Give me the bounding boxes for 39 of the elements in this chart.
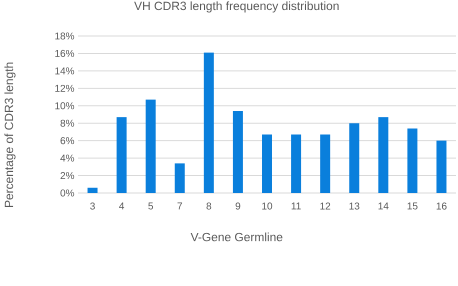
x-tick-label: 9 xyxy=(236,202,240,210)
bar xyxy=(320,134,330,193)
bar xyxy=(349,123,360,193)
bar xyxy=(174,163,185,193)
y-tick-label: 0% xyxy=(60,189,74,197)
x-tick-label: 11 xyxy=(292,202,301,210)
bar xyxy=(204,52,214,193)
x-tick-label: 15 xyxy=(408,202,418,210)
x-tick-label: 8 xyxy=(206,202,212,210)
y-tick-label: 8% xyxy=(60,120,74,127)
y-tick-label: 10% xyxy=(55,102,74,110)
bar xyxy=(378,117,388,193)
bar xyxy=(436,140,446,193)
y-tick-label: 2% xyxy=(60,172,74,180)
bar xyxy=(232,111,243,193)
x-tick-label: 4 xyxy=(119,202,124,210)
x-axis-title: V-Gene Germline xyxy=(190,232,282,242)
x-tick-label: 16 xyxy=(436,202,447,210)
y-tick-label: 4% xyxy=(60,154,74,162)
chart-title: VH CDR3 length frequency distribution xyxy=(134,1,339,13)
x-tick-label: 3 xyxy=(90,202,95,210)
y-tick-label: 14% xyxy=(55,67,74,74)
bar xyxy=(146,100,156,193)
y-tick-label: 16% xyxy=(55,50,74,57)
y-axis-title: Percentage of CDR3 length xyxy=(4,62,16,208)
bar xyxy=(291,134,302,193)
y-tick-label: 6% xyxy=(60,137,74,144)
y-tick-label: 12% xyxy=(55,84,74,92)
x-tick-label: 12 xyxy=(320,202,330,210)
x-tick-label: 7 xyxy=(178,202,182,210)
bar xyxy=(407,128,418,193)
x-tick-label: 10 xyxy=(262,202,272,210)
bar xyxy=(116,117,127,193)
bar xyxy=(88,188,98,193)
x-tick-label: 14 xyxy=(378,202,389,210)
x-tick-label: 13 xyxy=(349,202,360,210)
y-tick-label: 18% xyxy=(55,32,74,40)
x-tick-label: 5 xyxy=(148,202,154,210)
bar xyxy=(262,134,272,193)
